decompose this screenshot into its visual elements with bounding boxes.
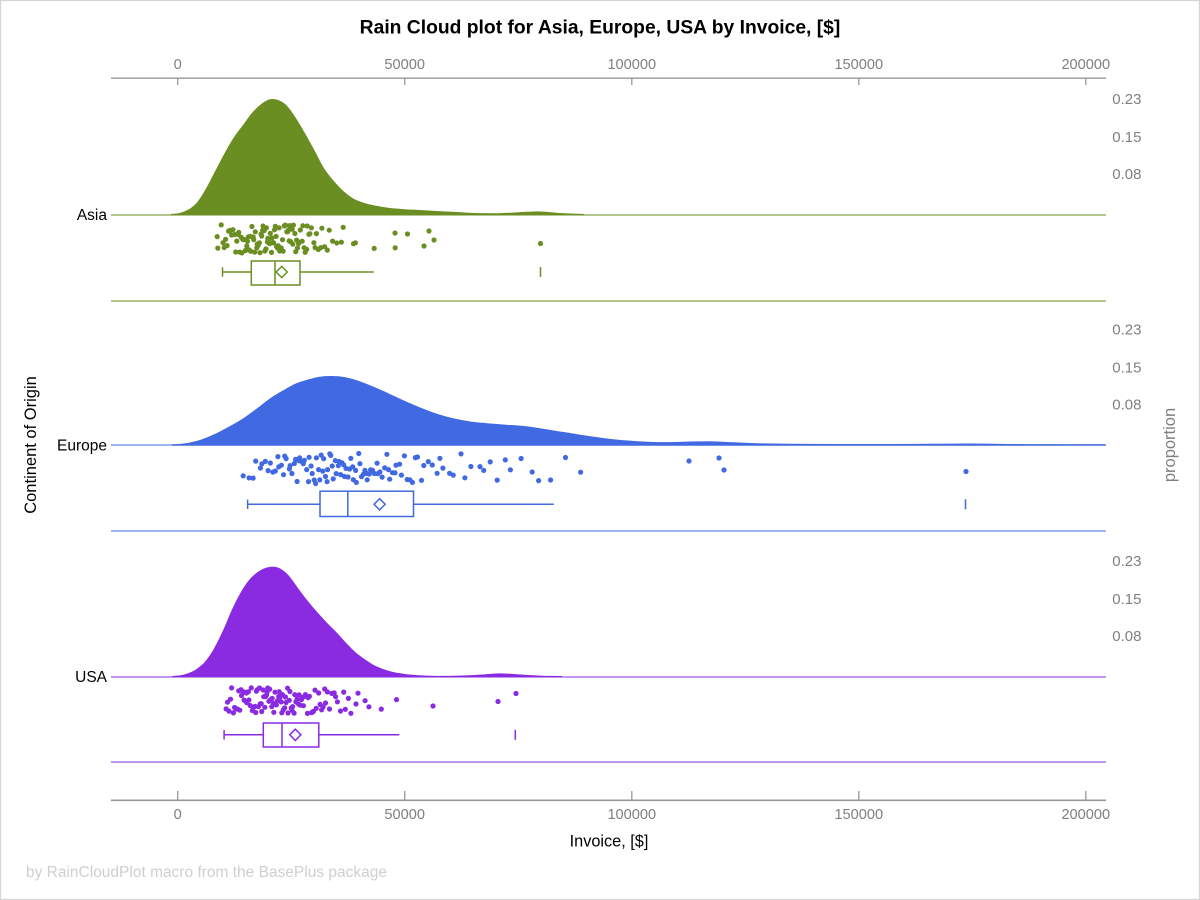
svg-text:0: 0 [174,57,182,73]
svg-text:by RainCloudPlot macro from th: by RainCloudPlot macro from the BasePlus… [26,864,387,881]
svg-text:150000: 150000 [834,57,883,73]
svg-text:200000: 200000 [1061,807,1110,823]
svg-text:Continent of Origin: Continent of Origin [22,376,40,514]
svg-text:Rain Cloud plot for Asia, Euro: Rain Cloud plot for Asia, Europe, USA by… [360,18,841,39]
svg-text:USA: USA [75,669,108,686]
svg-text:proportion: proportion [1161,408,1179,482]
svg-text:0.15: 0.15 [1112,591,1141,608]
svg-text:100000: 100000 [607,57,656,73]
svg-text:100000: 100000 [607,807,656,823]
svg-text:0.23: 0.23 [1112,91,1141,108]
svg-text:0.08: 0.08 [1112,396,1141,413]
svg-text:0.15: 0.15 [1112,359,1141,376]
svg-text:0.08: 0.08 [1112,628,1141,645]
svg-text:200000: 200000 [1061,57,1110,73]
svg-text:150000: 150000 [834,807,883,823]
svg-text:Invoice, [$]: Invoice, [$] [570,833,649,851]
svg-text:0.08: 0.08 [1112,166,1141,183]
svg-text:Asia: Asia [77,207,108,224]
svg-text:0: 0 [174,807,182,823]
svg-text:50000: 50000 [384,807,425,823]
svg-text:50000: 50000 [384,57,425,73]
svg-text:Europe: Europe [57,438,107,455]
svg-text:0.23: 0.23 [1112,322,1141,339]
svg-text:0.15: 0.15 [1112,129,1141,146]
svg-text:0.23: 0.23 [1112,553,1141,570]
